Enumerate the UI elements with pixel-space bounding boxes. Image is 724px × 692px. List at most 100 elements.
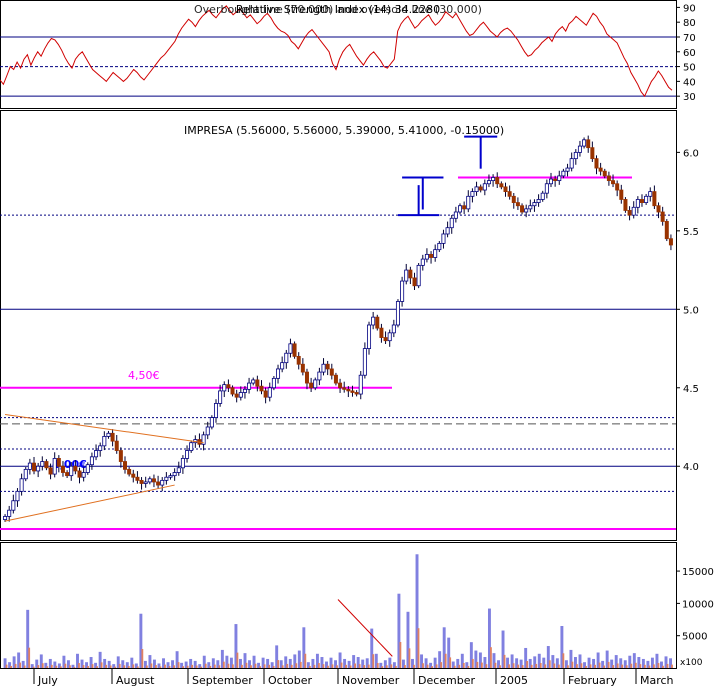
volume-bar xyxy=(601,660,605,668)
candle-body xyxy=(383,337,388,342)
candle-body xyxy=(400,280,405,302)
volume-bar xyxy=(62,655,66,668)
rsi-line xyxy=(0,5,673,98)
volume-bar-secondary xyxy=(594,664,596,668)
candle-body xyxy=(309,382,314,389)
volume-bar-secondary xyxy=(250,665,252,668)
volume-bar-secondary xyxy=(562,653,565,668)
volume-bar-secondary xyxy=(394,665,397,668)
volume-bar xyxy=(311,658,315,668)
volume-bar-secondary xyxy=(512,663,515,668)
volume-bar-secondary xyxy=(14,663,17,668)
price-tick-label: 5.5 xyxy=(683,227,699,238)
candle-body xyxy=(300,363,305,373)
candle-body xyxy=(147,478,152,483)
candle-body xyxy=(569,158,574,169)
volume-bar xyxy=(469,642,473,668)
volume-bar xyxy=(193,660,197,668)
volume-bar-secondary xyxy=(530,664,533,668)
volume-bar xyxy=(605,650,609,668)
volume-bar xyxy=(152,659,156,668)
volume-bar-secondary xyxy=(630,663,633,668)
volume-bar xyxy=(334,660,337,668)
volume-bar xyxy=(302,627,306,668)
volume-bar xyxy=(8,662,12,668)
volume-bar-secondary xyxy=(363,665,366,668)
volume-bar-secondary xyxy=(435,664,438,668)
volume-bar-secondary xyxy=(159,666,162,668)
volume-bar-secondary xyxy=(331,664,334,668)
volume-bar xyxy=(175,651,179,668)
volume-bar-secondary xyxy=(82,665,85,668)
volume-bar xyxy=(329,657,333,668)
candle-body xyxy=(503,186,508,193)
volume-bar-secondary xyxy=(404,665,406,668)
x-axis-label: November xyxy=(342,674,400,687)
volume-bar-secondary xyxy=(376,663,379,668)
volume-bar-secondary xyxy=(295,663,298,668)
volume-bar-secondary xyxy=(155,665,157,668)
volume-bar-secondary xyxy=(643,664,646,668)
candle-body xyxy=(69,465,74,477)
volume-frame xyxy=(0,542,677,669)
volume-bar xyxy=(574,657,577,668)
volume-bar xyxy=(487,608,491,668)
price-trendline xyxy=(4,413,204,444)
volume-bar xyxy=(637,657,641,668)
candle-body xyxy=(98,445,103,451)
candle-body xyxy=(594,158,599,169)
candle-body xyxy=(367,324,372,349)
volume-bar xyxy=(592,658,596,668)
volume-bar xyxy=(112,664,116,668)
volume-bar-secondary xyxy=(182,666,185,668)
volume-bar xyxy=(383,660,387,668)
volume-bar xyxy=(420,654,424,668)
volume-bar xyxy=(438,651,442,668)
volume-bar-secondary xyxy=(508,664,510,668)
volume-bar xyxy=(655,653,659,668)
volume-bar xyxy=(261,657,265,668)
candle-body xyxy=(466,195,471,210)
volume-bar xyxy=(478,652,482,668)
volume-bar-secondary xyxy=(32,666,35,668)
volume-bar-secondary xyxy=(671,664,673,668)
volume-bar xyxy=(492,653,496,668)
candle-body xyxy=(85,464,90,473)
candle-body xyxy=(342,387,347,390)
volume-bar xyxy=(53,661,57,668)
candle-body xyxy=(565,167,570,172)
volume-bar xyxy=(483,657,487,668)
candle-body xyxy=(495,177,500,185)
candle-body xyxy=(404,269,409,282)
candle-body xyxy=(668,238,673,246)
candle-body xyxy=(536,199,541,203)
volume-bar xyxy=(98,651,102,668)
candle-body xyxy=(247,382,252,390)
candle-body xyxy=(660,211,665,222)
rsi-tick-label: 70 xyxy=(683,33,696,44)
volume-bar-secondary xyxy=(222,661,225,668)
volume-bar xyxy=(406,611,410,668)
volume-bar xyxy=(411,658,414,668)
volume-bar xyxy=(646,660,650,668)
volume-bar xyxy=(220,649,224,668)
volume-bar-secondary xyxy=(109,665,112,668)
volume-bar xyxy=(130,657,134,668)
rsi-tick-label: 50 xyxy=(683,63,696,74)
volume-bar xyxy=(139,613,143,668)
candle-body xyxy=(648,191,653,197)
price-tick-label: 4.0 xyxy=(683,462,699,473)
candle-body xyxy=(420,258,425,266)
price-trendline xyxy=(4,484,175,522)
volume-bar-secondary xyxy=(589,664,592,668)
volume-bar xyxy=(569,649,573,668)
volume-bar xyxy=(325,661,328,668)
volume-bar-secondary xyxy=(621,664,624,668)
volume-bar-secondary xyxy=(23,665,26,668)
x-axis-label: October xyxy=(268,674,312,687)
price-tick-label: 6.0 xyxy=(683,148,699,159)
candle-body xyxy=(511,195,516,203)
volume-bar-secondary xyxy=(490,647,492,668)
candle-body xyxy=(544,183,549,194)
candle-body xyxy=(56,457,61,467)
